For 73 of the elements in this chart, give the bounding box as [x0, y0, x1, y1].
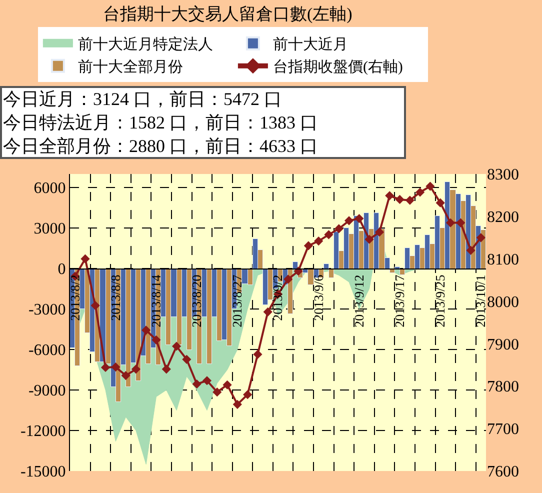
point [131, 364, 140, 374]
x-tick-label: 2013/10/1 [473, 274, 488, 328]
point [364, 234, 374, 244]
point [253, 350, 262, 359]
point [222, 380, 232, 390]
y-tick-label: 0 [58, 261, 66, 278]
x-tick-label: 2013/9/25 [432, 274, 448, 328]
point [284, 274, 293, 284]
point [100, 362, 110, 372]
point [436, 198, 445, 208]
y-tick-label: 6000 [34, 180, 66, 198]
point [202, 376, 212, 386]
point [405, 196, 414, 205]
point [80, 254, 90, 264]
y2-tick-label: 7900 [487, 336, 519, 354]
y2-tick-label: 7700 [487, 421, 519, 438]
text: 今日特法近月：1582 口，前日：1383 口 [3, 112, 318, 132]
y2-tick-label: 8000 [487, 294, 519, 311]
point [344, 216, 354, 226]
x-tick-label: 2013/8/2 [67, 274, 82, 321]
point [121, 370, 130, 380]
x-tick-label: 2013/9/2 [270, 274, 286, 321]
point [192, 379, 202, 389]
point [466, 246, 476, 255]
x-tick-label: 2013/8/14 [148, 274, 164, 328]
point [182, 354, 192, 364]
x-tick-label: 2013/9/17 [392, 274, 407, 328]
y-tick-label: -6000 [28, 342, 66, 360]
y-tick-label: -3000 [28, 302, 66, 319]
point [456, 218, 466, 228]
point [426, 182, 435, 191]
x-tick-label: 2013/9/6 [310, 274, 326, 321]
y2-tick-label: 8300 [487, 166, 519, 184]
point [162, 364, 171, 374]
point [334, 224, 344, 234]
y-tick-label: 3000 [34, 220, 66, 238]
x-tick-label: 2013/9/12 [351, 274, 366, 328]
point [232, 400, 242, 409]
point [374, 228, 384, 237]
y-tick-label: -9000 [28, 382, 66, 400]
point [395, 194, 404, 204]
legend-label: 前十大全部月份 [78, 58, 183, 76]
point [90, 300, 100, 310]
point [314, 236, 324, 246]
point [354, 214, 364, 224]
legend-label: 前十大近月 [272, 36, 348, 54]
chart-title: 台指期十大交易人留倉口數(左軸) [102, 4, 352, 24]
y2-tick-label: 8100 [487, 251, 519, 268]
text: 今日全部月份：2880 口，前日：4633 口 [3, 136, 318, 156]
point [446, 218, 456, 228]
point [172, 342, 182, 351]
point [111, 362, 120, 372]
point [263, 307, 272, 316]
point [304, 241, 313, 250]
point [476, 233, 486, 242]
point [142, 326, 151, 335]
y-tick-label: -15000 [20, 464, 66, 481]
point [416, 188, 425, 197]
point [243, 390, 252, 400]
y2-tick-label: 7800 [487, 378, 519, 396]
y2-tick-label: 8200 [487, 209, 519, 226]
legend-label: 前十大近月特定法人 [78, 36, 213, 54]
x-tick-label: 2013/8/8 [108, 274, 123, 321]
legend-label: 台指期收盤價(右軸) [272, 58, 403, 76]
x-tick-label: 2013/8/27 [230, 274, 245, 328]
x-tick-label: 2013/8/20 [189, 274, 204, 328]
point [212, 388, 222, 397]
text: 今日近月：3124 口，前日：5472 口 [3, 89, 282, 109]
point [324, 230, 334, 240]
point [152, 335, 161, 344]
y-tick-label: -12000 [20, 423, 66, 440]
point [385, 191, 394, 200]
y2-tick-label: 7600 [487, 464, 519, 481]
